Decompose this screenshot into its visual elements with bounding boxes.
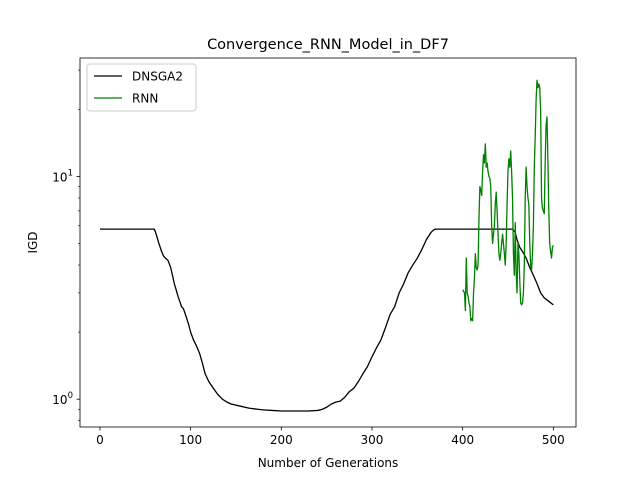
x-axis-ticks: 0 100 200 300 400 500 — [96, 427, 565, 447]
x-axis-label: Number of Generations — [258, 456, 399, 470]
y-axis-label: IGD — [26, 231, 40, 253]
plot-area — [99, 79, 554, 412]
x-tick-label: 400 — [451, 433, 474, 447]
y-tick-label: 101 — [52, 168, 73, 184]
x-tick-label: 0 — [96, 433, 104, 447]
series-line-dnsga2 — [99, 228, 554, 412]
x-tick-label: 100 — [179, 433, 202, 447]
y-tick-label: 100 — [52, 391, 73, 407]
legend-label-rnn: RNN — [132, 92, 158, 106]
x-tick-label: 200 — [270, 433, 293, 447]
series-line-rnn — [462, 79, 554, 322]
chart-title: Convergence_RNN_Model_in_DF7 — [207, 37, 449, 53]
y-axis-ticks: 100 101 — [52, 69, 80, 422]
x-tick-label: 500 — [542, 433, 565, 447]
axes-frame — [79, 57, 577, 428]
legend-label-dnsga2: DNSGA2 — [132, 70, 183, 84]
legend: DNSGA2 RNN — [86, 63, 197, 112]
x-tick-label: 300 — [361, 433, 384, 447]
